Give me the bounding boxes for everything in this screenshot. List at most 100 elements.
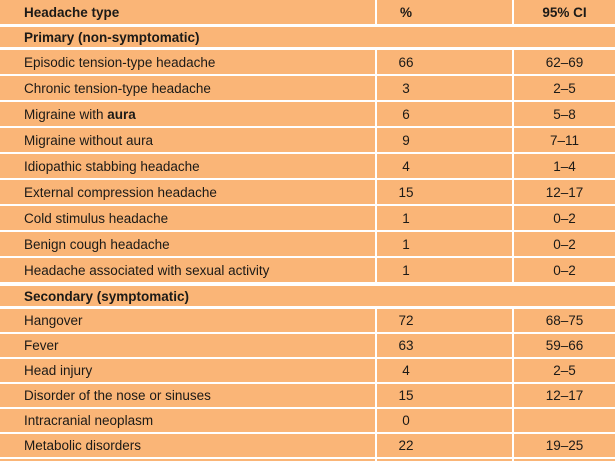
table-row: Intracranial neoplasm 0: [0, 409, 615, 432]
percent-value: 4: [402, 158, 410, 174]
bottom-edge-cell: [0, 459, 375, 461]
label-prefix: Migraine with: [24, 106, 108, 122]
headache-type-cell: Metabolic disorders: [0, 434, 375, 457]
table-body: Primary (non-symptomatic) Episodic tensi…: [0, 27, 615, 457]
headache-type-label: Chronic tension-type headache: [24, 81, 211, 96]
table-row: Idiopathic stabbing headache 4 1–4: [0, 154, 615, 178]
headache-type-cell: External compression headache: [0, 180, 375, 204]
headache-type-cell: Intracranial neoplasm: [0, 409, 375, 432]
ci-cell: 19–25: [514, 434, 615, 457]
bottom-edge-cell: [514, 459, 615, 461]
ci-value: 2–5: [553, 80, 576, 96]
label-prefix: Chronic tension-type headache: [24, 80, 211, 96]
headache-type-cell: Episodic tension-type headache: [0, 50, 375, 74]
percent-cell: 9: [377, 128, 512, 152]
label-prefix: Intracranial neoplasm: [24, 413, 154, 428]
headache-type-cell: Idiopathic stabbing headache: [0, 154, 375, 178]
table-row: Disorder of the nose or sinuses 15 12–17: [0, 384, 615, 407]
label-prefix: Metabolic disorders: [24, 438, 142, 453]
ci-value: 0–2: [553, 210, 576, 226]
headache-type-label: Migraine without aura: [24, 133, 153, 148]
label-bold: aura: [107, 106, 136, 122]
percent-value: 66: [398, 54, 414, 70]
section-title: Primary (non-symptomatic): [0, 27, 615, 47]
ci-value: 2–5: [553, 363, 576, 378]
table-row: Migraine with aura 6 5–8: [0, 102, 615, 126]
table-bottom-edge: [0, 459, 615, 461]
percent-cell: 4: [377, 359, 512, 382]
label-prefix: Hangover: [24, 313, 83, 328]
headache-type-cell: Migraine without aura: [0, 128, 375, 152]
percent-value: 3: [402, 80, 410, 96]
percent-cell: 1: [377, 232, 512, 256]
label-prefix: Headache associated with sexual activity: [24, 262, 270, 278]
headache-type-cell: Head injury: [0, 359, 375, 382]
table-row: Metabolic disorders 22 19–25: [0, 434, 615, 457]
ci-cell: 12–17: [514, 384, 615, 407]
table-row: Migraine without aura 9 7–11: [0, 128, 615, 152]
ci-cell: 0–2: [514, 232, 615, 256]
ci-cell: 62–69: [514, 50, 615, 74]
label-prefix: Episodic tension-type headache: [24, 54, 216, 70]
table-header-row: Headache type % 95% CI: [0, 0, 615, 24]
table-row: Hangover 72 68–75: [0, 309, 615, 332]
percent-value: 15: [398, 388, 414, 403]
headache-type-cell: Cold stimulus headache: [0, 206, 375, 230]
table-row: Cold stimulus headache 1 0–2: [0, 206, 615, 230]
percent-cell: 6: [377, 102, 512, 126]
label-prefix: Cold stimulus headache: [24, 210, 169, 226]
ci-cell: 1–4: [514, 154, 615, 178]
label-prefix: Benign cough headache: [24, 236, 170, 252]
table-row: Head injury 4 2–5: [0, 359, 615, 382]
headache-type-label: External compression headache: [24, 185, 217, 200]
ci-value: 12–17: [545, 184, 584, 200]
table-row: Episodic tension-type headache 66 62–69: [0, 50, 615, 74]
ci-cell: 7–11: [514, 128, 615, 152]
percent-value: 15: [398, 184, 414, 200]
headache-type-label: Benign cough headache: [24, 237, 170, 252]
label-prefix: Fever: [24, 338, 59, 353]
percent-value: 4: [402, 363, 410, 378]
header-percent: %: [377, 0, 512, 24]
headache-type-cell: Chronic tension-type headache: [0, 76, 375, 100]
headache-type-label: Idiopathic stabbing headache: [24, 159, 200, 174]
percent-value: 72: [398, 313, 414, 328]
percent-cell: 22: [377, 434, 512, 457]
headache-type-label: Intracranial neoplasm: [24, 413, 153, 428]
percent-cell: 1: [377, 258, 512, 282]
headache-type-cell: Migraine with aura: [0, 102, 375, 126]
percent-cell: 15: [377, 180, 512, 204]
percent-value: 1: [402, 262, 410, 278]
ci-value: 7–11: [549, 132, 580, 148]
headache-type-cell: Headache associated with sexual activity: [0, 258, 375, 282]
header-ci: 95% CI: [514, 0, 615, 24]
percent-value: 1: [402, 210, 410, 226]
percent-value: 9: [402, 132, 410, 148]
ci-cell: 12–17: [514, 180, 615, 204]
headache-type-label: Fever: [24, 338, 59, 353]
percent-cell: 1: [377, 206, 512, 230]
ci-value: 0–2: [553, 262, 576, 278]
headache-type-label: Metabolic disorders: [24, 438, 141, 453]
percent-value: 0: [402, 413, 410, 428]
section-title: Secondary (symptomatic): [0, 286, 615, 306]
headache-type-label: Headache associated with sexual activity: [24, 263, 269, 278]
percent-cell: 15: [377, 384, 512, 407]
bottom-edge-cell: [377, 459, 512, 461]
ci-value: 68–75: [545, 313, 584, 328]
table-row: Fever 63 59–66: [0, 334, 615, 357]
section-header-row: Secondary (symptomatic): [0, 286, 615, 306]
headache-type-cell: Disorder of the nose or sinuses: [0, 384, 375, 407]
ci-value: 12–17: [545, 388, 584, 403]
headache-type-label: Disorder of the nose or sinuses: [24, 388, 211, 403]
label-prefix: Idiopathic stabbing headache: [24, 158, 200, 174]
table-row: External compression headache 15 12–17: [0, 180, 615, 204]
headache-type-cell: Benign cough headache: [0, 232, 375, 256]
headache-type-label: Cold stimulus headache: [24, 211, 168, 226]
headache-type-label: Head injury: [24, 363, 92, 378]
ci-value: 1–4: [553, 158, 576, 174]
percent-cell: 72: [377, 309, 512, 332]
percent-cell: 63: [377, 334, 512, 357]
ci-cell: 59–66: [514, 334, 615, 357]
